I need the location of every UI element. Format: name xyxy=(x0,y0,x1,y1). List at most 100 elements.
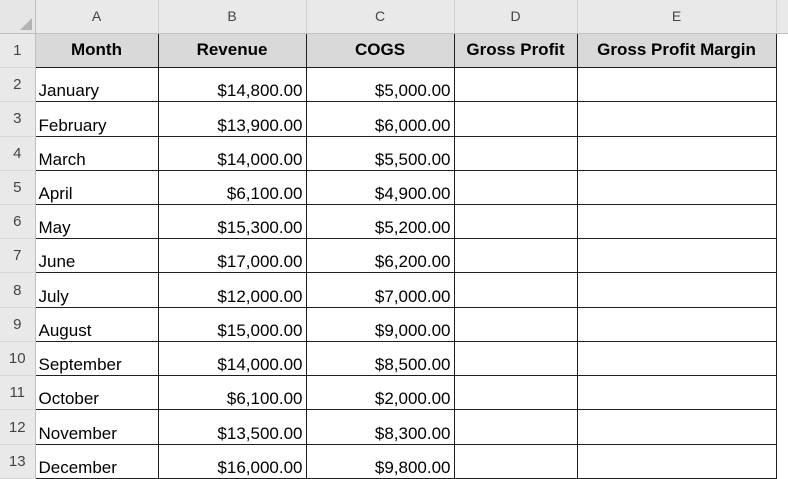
cell-revenue[interactable]: $13,900.00 xyxy=(157,101,307,137)
table-row: 13 December $16,000.00 $9,800.00 xyxy=(0,443,788,479)
row-header[interactable]: 6 xyxy=(0,204,36,240)
cell-gross-profit-margin[interactable] xyxy=(576,135,777,171)
cell-cogs[interactable]: $5,200.00 xyxy=(305,203,455,240)
header-cell-gross-profit-margin[interactable]: Gross Profit Margin xyxy=(576,32,777,69)
cell-gross-profit[interactable] xyxy=(453,443,578,479)
header-cell-month[interactable]: Month xyxy=(34,32,159,69)
cell-month[interactable]: April xyxy=(34,169,159,205)
table-row: 2 January $14,800.00 $5,000.00 xyxy=(0,67,788,103)
empty-cell[interactable] xyxy=(776,102,788,136)
cell-month[interactable]: January xyxy=(34,67,159,103)
row-header[interactable]: 8 xyxy=(0,272,36,308)
header-cell-cogs[interactable]: COGS xyxy=(305,32,455,69)
row-header[interactable]: 11 xyxy=(0,375,36,411)
cell-gross-profit-margin[interactable] xyxy=(576,67,777,103)
cell-gross-profit[interactable] xyxy=(453,101,578,137)
empty-cell[interactable] xyxy=(776,239,788,273)
cell-gross-profit[interactable] xyxy=(453,375,578,411)
cell-gross-profit[interactable] xyxy=(453,203,578,240)
header-cell-revenue[interactable]: Revenue xyxy=(157,32,307,69)
empty-cell[interactable] xyxy=(776,273,788,307)
cell-revenue[interactable]: $17,000.00 xyxy=(157,238,307,274)
row-header[interactable]: 7 xyxy=(0,238,36,274)
cell-month[interactable]: August xyxy=(34,306,159,342)
row-header[interactable]: 4 xyxy=(0,136,36,171)
cell-month[interactable]: June xyxy=(34,238,159,274)
empty-cell[interactable] xyxy=(776,410,788,444)
cell-revenue[interactable]: $12,000.00 xyxy=(157,272,307,308)
cell-gross-profit-margin[interactable] xyxy=(576,443,777,479)
cell-cogs[interactable]: $8,300.00 xyxy=(305,409,455,445)
cell-cogs[interactable]: $5,000.00 xyxy=(305,67,455,103)
cell-revenue[interactable]: $13,500.00 xyxy=(157,409,307,445)
cell-gross-profit-margin[interactable] xyxy=(576,169,777,205)
row-header[interactable]: 12 xyxy=(0,409,36,445)
row-header[interactable]: 3 xyxy=(0,101,36,137)
cell-revenue[interactable]: $6,100.00 xyxy=(157,169,307,205)
empty-cell[interactable] xyxy=(776,170,788,204)
cell-gross-profit[interactable] xyxy=(453,135,578,171)
cell-cogs[interactable]: $7,000.00 xyxy=(305,272,455,308)
cell-gross-profit[interactable] xyxy=(453,306,578,342)
cell-month[interactable]: February xyxy=(34,101,159,137)
cell-month[interactable]: December xyxy=(34,443,159,479)
cell-month[interactable]: March xyxy=(34,135,159,171)
empty-cell[interactable] xyxy=(776,204,788,238)
cell-revenue[interactable]: $6,100.00 xyxy=(157,375,307,411)
empty-cell[interactable] xyxy=(776,444,788,478)
cell-gross-profit-margin[interactable] xyxy=(576,306,777,342)
cell-gross-profit-margin[interactable] xyxy=(576,340,777,377)
column-header-a[interactable]: A xyxy=(35,0,159,34)
row-header[interactable]: 9 xyxy=(0,307,36,342)
cell-gross-profit[interactable] xyxy=(453,169,578,205)
cell-gross-profit[interactable] xyxy=(453,409,578,445)
cell-gross-profit-margin[interactable] xyxy=(576,203,777,240)
cell-gross-profit-margin[interactable] xyxy=(576,238,777,274)
cell-revenue[interactable]: $14,000.00 xyxy=(157,135,307,171)
select-all-corner[interactable] xyxy=(0,0,36,34)
column-header-c[interactable]: C xyxy=(306,0,455,34)
column-header-b[interactable]: B xyxy=(158,0,307,34)
cell-gross-profit-margin[interactable] xyxy=(576,375,777,411)
cell-cogs[interactable]: $8,500.00 xyxy=(305,340,455,377)
cell-revenue[interactable]: $14,000.00 xyxy=(157,340,307,377)
cell-revenue[interactable]: $15,300.00 xyxy=(157,203,307,240)
cell-month[interactable]: May xyxy=(34,203,159,240)
row-header[interactable]: 10 xyxy=(0,341,36,377)
cell-cogs[interactable]: $6,000.00 xyxy=(305,101,455,137)
header-cell-gross-profit[interactable]: Gross Profit xyxy=(453,32,578,69)
cell-cogs[interactable]: $6,200.00 xyxy=(305,238,455,274)
cell-cogs[interactable]: $9,000.00 xyxy=(305,306,455,342)
empty-cell[interactable] xyxy=(776,376,788,410)
cell-cogs[interactable]: $5,500.00 xyxy=(305,135,455,171)
cell-gross-profit-margin[interactable] xyxy=(576,101,777,137)
row-header[interactable]: 1 xyxy=(0,33,36,69)
row-header[interactable]: 13 xyxy=(0,444,36,479)
empty-cell[interactable] xyxy=(776,136,788,170)
cell-cogs[interactable]: $4,900.00 xyxy=(305,169,455,205)
cell-month[interactable]: October xyxy=(34,375,159,411)
column-header-filler xyxy=(776,0,788,34)
row-header[interactable]: 2 xyxy=(0,67,36,103)
cell-cogs[interactable]: $2,000.00 xyxy=(305,375,455,411)
cell-revenue[interactable]: $16,000.00 xyxy=(157,443,307,479)
cell-month[interactable]: November xyxy=(34,409,159,445)
column-header-d[interactable]: D xyxy=(454,0,578,34)
cell-revenue[interactable]: $14,800.00 xyxy=(157,67,307,103)
empty-cell[interactable] xyxy=(776,33,788,68)
cell-month[interactable]: September xyxy=(34,340,159,377)
cell-gross-profit[interactable] xyxy=(453,67,578,103)
cell-month[interactable]: July xyxy=(34,272,159,308)
cell-revenue[interactable]: $15,000.00 xyxy=(157,306,307,342)
column-header-e[interactable]: E xyxy=(577,0,777,34)
cell-gross-profit-margin[interactable] xyxy=(576,409,777,445)
empty-cell[interactable] xyxy=(776,341,788,375)
cell-gross-profit[interactable] xyxy=(453,238,578,274)
empty-cell[interactable] xyxy=(776,307,788,341)
row-header[interactable]: 5 xyxy=(0,170,36,205)
cell-gross-profit[interactable] xyxy=(453,272,578,308)
cell-gross-profit-margin[interactable] xyxy=(576,272,777,308)
cell-gross-profit[interactable] xyxy=(453,340,578,377)
empty-cell[interactable] xyxy=(776,68,788,102)
cell-cogs[interactable]: $9,800.00 xyxy=(305,443,455,479)
